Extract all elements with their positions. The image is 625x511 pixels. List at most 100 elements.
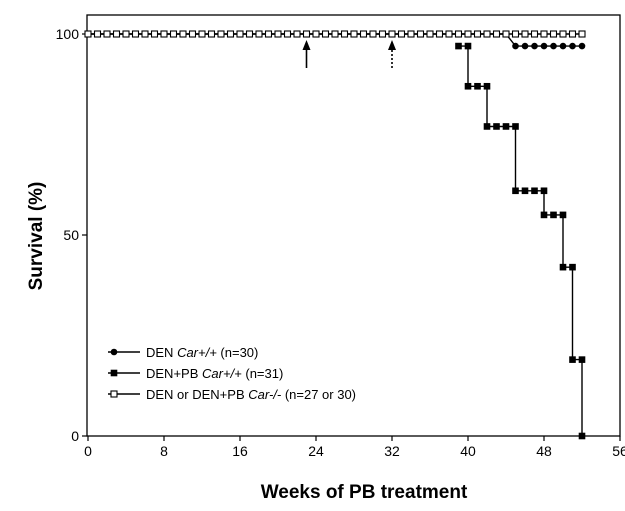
y-tick-label: 50 [63,227,79,243]
series-3 [84,30,586,38]
x-tick-label: 16 [232,443,248,459]
data-point [207,30,216,38]
data-point [435,30,444,38]
x-tick-label: 32 [384,443,400,459]
y-tick-label: 100 [56,26,80,42]
data-point [568,30,577,38]
data-point [512,187,519,195]
data-point [531,42,538,50]
data-point [397,30,406,38]
legend-label: DEN Car+/+ (n=30) [146,345,258,360]
data-point [350,30,358,38]
data-point [512,123,519,130]
data-point [569,263,576,271]
data-point [445,30,453,38]
data-point [103,30,111,38]
data-point [521,30,529,38]
series-2 [455,42,586,440]
series-line [458,45,583,436]
data-point [84,30,92,38]
data-point [455,42,462,50]
data-point [569,356,576,363]
data-point [569,42,576,50]
data-point [110,390,118,398]
data-point [160,30,168,38]
data-point [464,42,472,50]
x-tick-label: 0 [84,443,92,459]
data-point [331,30,339,38]
arrow-head [388,40,396,50]
data-point [521,42,529,50]
data-point [578,356,586,363]
x-tick-label: 48 [536,443,552,459]
data-point [540,211,548,219]
data-point [511,30,520,38]
data-point [188,30,197,38]
data-point [473,30,482,38]
data-point [492,30,501,38]
data-point [245,30,254,38]
data-point [169,30,178,38]
data-point [559,42,567,50]
data-point [464,30,472,38]
data-point [540,187,548,195]
data-point [131,30,140,38]
data-point [359,30,368,38]
data-point [474,82,481,90]
arrow-head [302,40,311,50]
legend-item-1: DEN Car+/+ (n=30) [108,345,258,360]
x-tick-label: 24 [308,443,324,459]
x-axis-title: Weeks of PB treatment [261,482,468,503]
data-point [264,30,273,38]
x-tick-label: 8 [160,443,168,459]
data-point [530,30,539,38]
data-point [255,30,263,38]
data-point [493,123,500,130]
y-tick-label: 0 [71,428,79,444]
y-axis-title: Survival (%) [26,182,47,291]
data-point [179,30,187,38]
data-point [416,30,425,38]
plot-frame [86,14,621,437]
data-point [312,30,320,38]
data-point [550,42,557,50]
data-point [426,30,434,38]
data-point [293,30,301,38]
data-point [388,30,396,38]
data-point [93,30,102,38]
data-point [378,30,387,38]
data-point [340,30,349,38]
data-point [112,30,121,38]
data-point [302,30,311,38]
data-point [454,30,463,38]
data-point [110,348,118,356]
data-point [549,30,558,38]
data-point [321,30,330,38]
data-point [150,30,159,38]
legend-item-2: DEN+PB Car+/+ (n=31) [108,366,283,381]
data-point [521,187,529,195]
data-point [559,263,567,271]
legend-label: DEN+PB Car+/+ (n=31) [146,366,283,381]
data-point [559,211,567,219]
data-point [122,30,130,38]
data-point [502,123,510,130]
data-point [540,30,548,38]
legend-label: DEN or DEN+PB Car-/- (n=27 or 30) [146,387,356,402]
data-point [550,211,557,219]
data-point [531,187,538,195]
data-point [283,30,292,38]
data-point [198,30,206,38]
data-point [274,30,282,38]
data-point [512,42,519,50]
data-point [559,30,567,38]
data-point [483,123,491,130]
data-point [407,30,415,38]
legend-item-3: DEN or DEN+PB Car-/- (n=27 or 30) [108,387,356,402]
data-point [540,42,548,50]
data-point [578,432,586,440]
data-point [236,30,244,38]
data-point [502,30,510,38]
data-point [483,30,491,38]
